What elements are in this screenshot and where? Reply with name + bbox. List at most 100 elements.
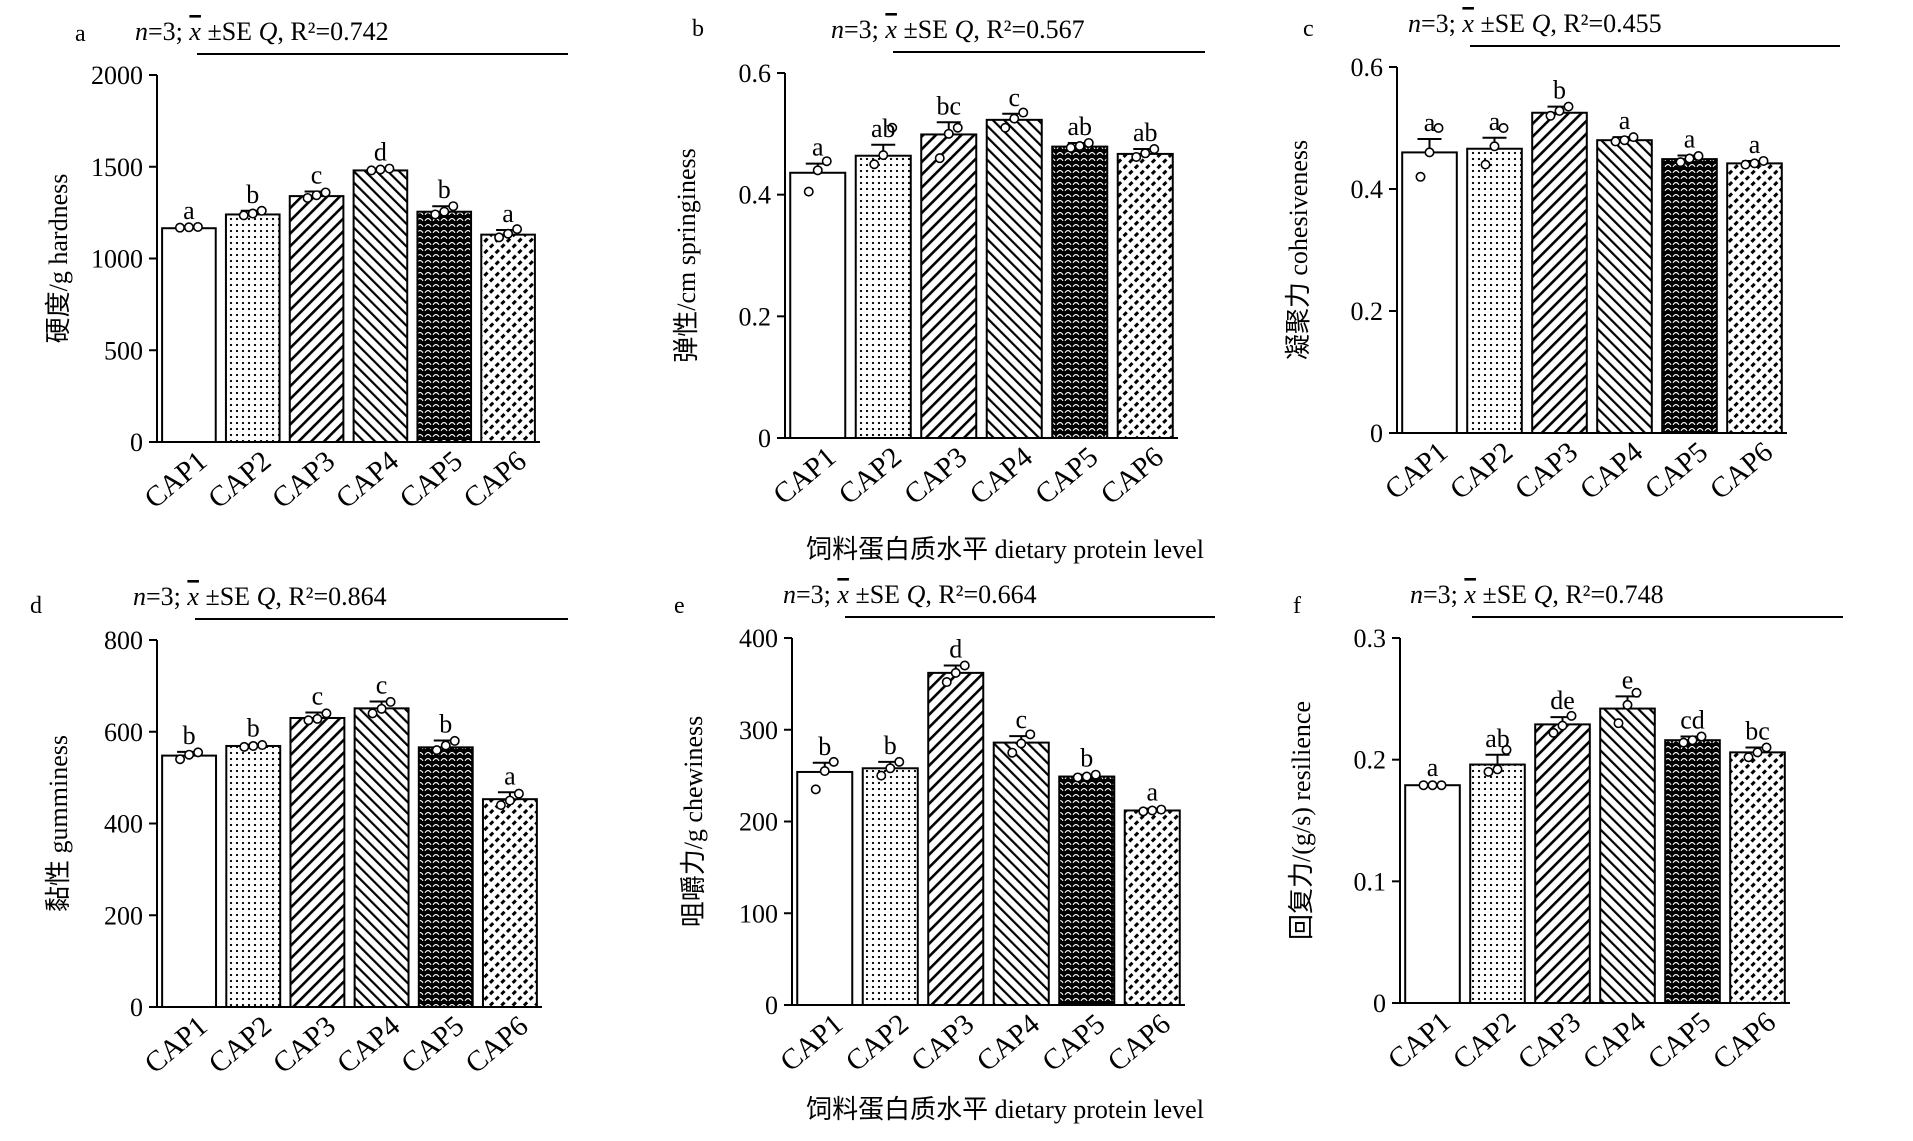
x-tick-label: CAP1: [767, 441, 842, 511]
bar-cap5: [417, 746, 474, 1008]
data-point: [1480, 159, 1491, 170]
bar-cap2: [854, 154, 912, 439]
y-axis-label: 咀嚼力/g chewiness: [679, 716, 708, 928]
data-point: [885, 763, 896, 774]
y-tick-label: 0: [130, 993, 143, 1022]
bar-cap1: [1404, 784, 1461, 1005]
x-tick-label: CAP4: [971, 1008, 1046, 1078]
shared-xlabel-top: 饲料蛋白质水平 dietary protein level: [806, 535, 1204, 564]
x-tick-label: CAP1: [139, 1010, 214, 1080]
bar-cap2: [1469, 763, 1526, 1004]
data-point: [941, 677, 952, 688]
data-point: [504, 795, 515, 806]
significance-letter: c: [1015, 705, 1027, 734]
bar-cap1: [161, 227, 217, 443]
y-tick-label: 0: [1370, 419, 1383, 448]
data-point: [810, 784, 821, 795]
data-point: [1749, 158, 1760, 169]
data-point: [1492, 764, 1503, 775]
data-point: [366, 165, 377, 176]
data-point: [943, 128, 954, 139]
significance-letter: b: [818, 732, 831, 761]
significance-letter: a: [504, 761, 516, 790]
data-point: [503, 228, 514, 239]
data-point: [1761, 742, 1772, 753]
data-point: [1548, 727, 1559, 738]
x-tick-label: CAP3: [266, 445, 341, 515]
x-tick-label: CAP1: [774, 1008, 849, 1078]
x-tick-label: CAP4: [1577, 1006, 1652, 1076]
y-tick-label: 500: [104, 336, 143, 365]
data-point: [1557, 720, 1568, 731]
x-tick-label: CAP1: [139, 445, 214, 515]
significance-letter: a: [812, 133, 824, 162]
bar-cap4: [992, 741, 1050, 1006]
y-tick-label: 200: [104, 901, 143, 930]
data-point: [1758, 155, 1769, 166]
data-point: [439, 206, 450, 217]
significance-letter: a: [1619, 106, 1631, 135]
data-point: [247, 208, 258, 219]
data-point: [1007, 747, 1018, 758]
significance-letter: a: [1684, 124, 1696, 153]
x-tick-label: CAP4: [330, 445, 405, 515]
bar-cap3: [288, 195, 345, 443]
y-axis-label: 弹性/cm springiness: [672, 148, 701, 363]
data-point: [1138, 806, 1149, 817]
data-point: [819, 766, 830, 777]
data-point: [878, 150, 889, 161]
x-tick-label: CAP2: [1447, 1006, 1522, 1076]
x-tick-label: CAP1: [1379, 436, 1454, 506]
data-point: [1016, 738, 1027, 749]
bar-cap4: [1596, 139, 1653, 434]
data-point: [1619, 135, 1630, 146]
panel-label-f: f: [1293, 593, 1301, 619]
data-point: [311, 190, 322, 201]
significance-letter: b: [1553, 76, 1566, 105]
data-point: [1418, 780, 1429, 791]
y-tick-label: 0: [758, 424, 771, 453]
bar-cap4: [353, 707, 410, 1008]
bar-cap3: [289, 716, 346, 1008]
data-point: [1433, 123, 1444, 134]
significance-letter: b: [1080, 744, 1093, 773]
shared-xlabel-bottom: 饲料蛋白质水平 dietary protein level: [806, 1095, 1204, 1124]
data-point: [257, 740, 268, 751]
data-point: [1684, 153, 1695, 164]
x-tick-label: CAP5: [1642, 1006, 1717, 1076]
data-point: [302, 192, 313, 203]
data-point: [1140, 148, 1151, 159]
data-point: [238, 210, 249, 221]
x-tick-label: CAP4: [1574, 436, 1649, 506]
x-tick-label: CAP6: [1095, 441, 1170, 511]
y-tick-label: 0: [1373, 989, 1386, 1018]
data-point: [321, 708, 332, 719]
significance-letter: b: [246, 180, 259, 209]
data-point: [1081, 771, 1092, 782]
data-point: [1693, 151, 1704, 162]
data-point: [1743, 752, 1754, 763]
bar-cap6: [1729, 751, 1786, 1004]
bar-cap4: [985, 118, 1043, 439]
data-point: [192, 221, 203, 232]
significance-letter: a: [1749, 130, 1761, 159]
data-point: [256, 205, 267, 216]
data-point: [495, 800, 506, 811]
bar-cap5: [1661, 158, 1718, 435]
significance-letter: d: [374, 138, 387, 167]
data-point: [1752, 747, 1763, 758]
y-tick-label: 0.1: [1354, 867, 1387, 896]
x-tick-label: CAP4: [331, 1010, 406, 1080]
data-point: [367, 708, 378, 719]
data-point: [1566, 710, 1577, 721]
y-tick-label: 0: [130, 428, 143, 457]
x-tick-label: CAP2: [1444, 436, 1519, 506]
x-tick-label: CAP5: [1029, 441, 1104, 511]
data-point: [1696, 731, 1707, 742]
x-tick-label: CAP3: [1509, 436, 1584, 506]
panel-label-c: c: [1303, 16, 1314, 42]
significance-letter: bc: [936, 91, 961, 120]
stat-annotation: n=3; x ±SE Q, R²=0.455: [1408, 9, 1662, 38]
chart-e-chewiness: 0 100 200 300 400 咀嚼力/g chewiness n=3; x ±SE Q…: [679, 580, 1215, 1078]
